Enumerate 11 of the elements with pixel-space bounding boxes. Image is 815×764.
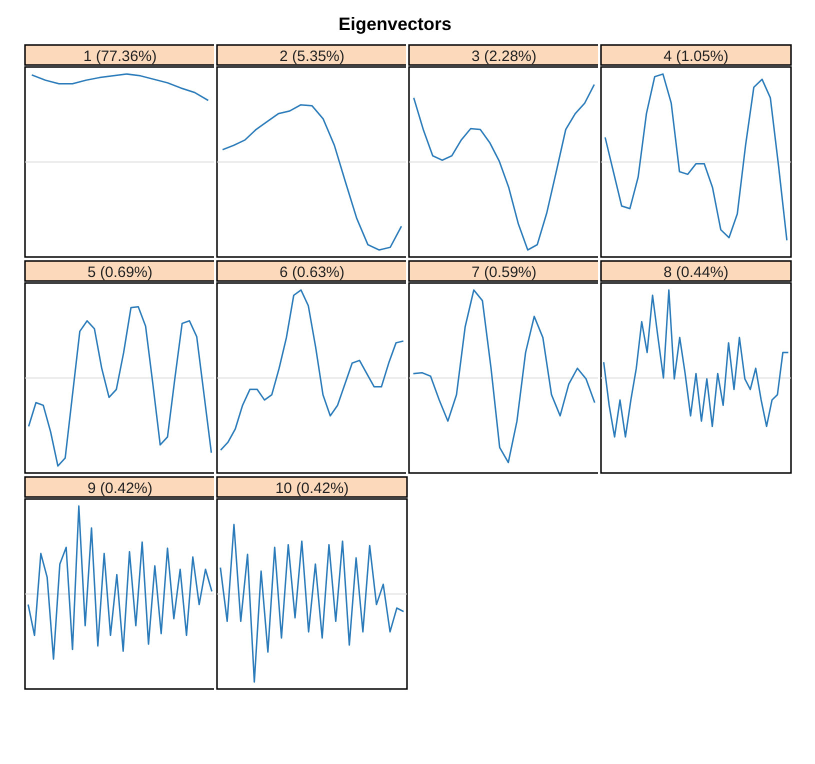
chart-title: 4 (1.05%) xyxy=(663,48,729,65)
chart-title: 1 (77.36%) xyxy=(83,48,157,65)
chart-title: 3 (2.28%) xyxy=(471,48,537,65)
chart-title: 10 (0.42%) xyxy=(275,480,349,497)
chart-title: 8 (0.44%) xyxy=(663,264,729,281)
chart-title: 2 (5.35%) xyxy=(279,48,345,65)
chart-title: 6 (0.63%) xyxy=(279,264,345,281)
chart-title: 7 (0.59%) xyxy=(471,264,537,281)
chart-title: 9 (0.42%) xyxy=(87,480,153,497)
text: Eigenvectors xyxy=(337,14,453,35)
chart-title: 5 (0.69%) xyxy=(87,264,153,281)
